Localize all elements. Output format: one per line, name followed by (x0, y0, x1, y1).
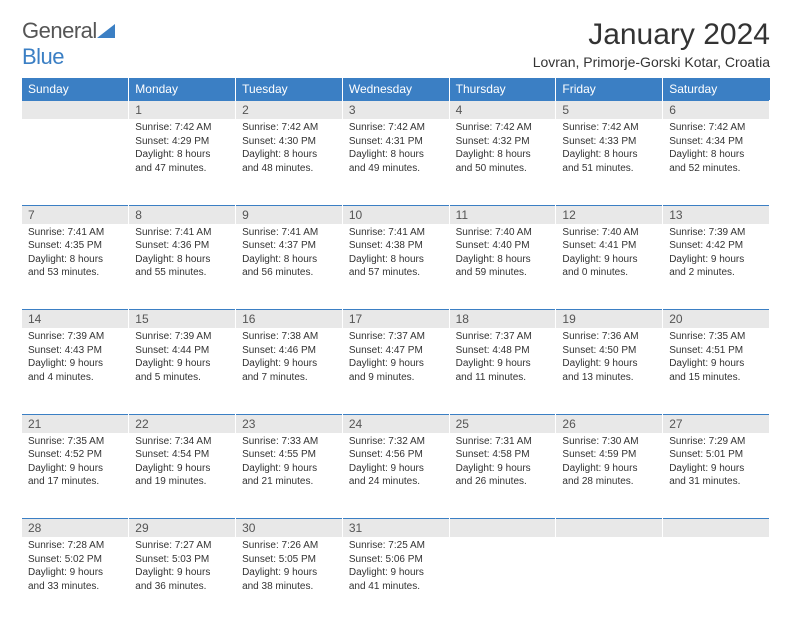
daynum-row: 28293031 (22, 519, 770, 538)
day-cell: Sunrise: 7:31 AMSunset: 4:58 PMDaylight:… (449, 433, 556, 519)
day-header: Wednesday (342, 78, 449, 101)
day-cell: Sunrise: 7:32 AMSunset: 4:56 PMDaylight:… (342, 433, 449, 519)
day-cell: Sunrise: 7:35 AMSunset: 4:51 PMDaylight:… (663, 328, 770, 414)
calendar-body: 123456 Sunrise: 7:42 AMSunset: 4:29 PMDa… (22, 101, 770, 623)
day-cell: Sunrise: 7:33 AMSunset: 4:55 PMDaylight:… (236, 433, 343, 519)
content-row: Sunrise: 7:42 AMSunset: 4:29 PMDaylight:… (22, 119, 770, 205)
day-cell: Sunrise: 7:37 AMSunset: 4:47 PMDaylight:… (342, 328, 449, 414)
day-cell (556, 537, 663, 623)
day-number: 29 (129, 519, 236, 538)
day-number: 6 (663, 101, 770, 120)
title-block: January 2024 Lovran, Primorje-Gorski Kot… (533, 18, 770, 70)
daynum-row: 21222324252627 (22, 414, 770, 433)
day-number: 27 (663, 414, 770, 433)
calendar-table: SundayMondayTuesdayWednesdayThursdayFrid… (22, 78, 770, 623)
day-number: 19 (556, 310, 663, 329)
day-number: 24 (342, 414, 449, 433)
day-cell: Sunrise: 7:39 AMSunset: 4:44 PMDaylight:… (129, 328, 236, 414)
day-cell: Sunrise: 7:36 AMSunset: 4:50 PMDaylight:… (556, 328, 663, 414)
day-number: 11 (449, 205, 556, 224)
day-number: 23 (236, 414, 343, 433)
day-cell: Sunrise: 7:29 AMSunset: 5:01 PMDaylight:… (663, 433, 770, 519)
day-cell: Sunrise: 7:30 AMSunset: 4:59 PMDaylight:… (556, 433, 663, 519)
day-cell: Sunrise: 7:38 AMSunset: 4:46 PMDaylight:… (236, 328, 343, 414)
day-cell: Sunrise: 7:25 AMSunset: 5:06 PMDaylight:… (342, 537, 449, 623)
daynum-row: 14151617181920 (22, 310, 770, 329)
day-cell: Sunrise: 7:42 AMSunset: 4:30 PMDaylight:… (236, 119, 343, 205)
day-cell: Sunrise: 7:35 AMSunset: 4:52 PMDaylight:… (22, 433, 129, 519)
day-cell: Sunrise: 7:40 AMSunset: 4:41 PMDaylight:… (556, 224, 663, 310)
month-title: January 2024 (533, 18, 770, 52)
day-cell: Sunrise: 7:26 AMSunset: 5:05 PMDaylight:… (236, 537, 343, 623)
content-row: Sunrise: 7:39 AMSunset: 4:43 PMDaylight:… (22, 328, 770, 414)
logo-part2: Blue (22, 44, 64, 69)
day-header-row: SundayMondayTuesdayWednesdayThursdayFrid… (22, 78, 770, 101)
day-number: 17 (342, 310, 449, 329)
daynum-row: 123456 (22, 101, 770, 120)
day-number: 8 (129, 205, 236, 224)
day-cell: Sunrise: 7:40 AMSunset: 4:40 PMDaylight:… (449, 224, 556, 310)
day-number: 21 (22, 414, 129, 433)
content-row: Sunrise: 7:41 AMSunset: 4:35 PMDaylight:… (22, 224, 770, 310)
day-number: 2 (236, 101, 343, 120)
day-number: 20 (663, 310, 770, 329)
day-number: 15 (129, 310, 236, 329)
day-cell: Sunrise: 7:42 AMSunset: 4:31 PMDaylight:… (342, 119, 449, 205)
day-cell: Sunrise: 7:34 AMSunset: 4:54 PMDaylight:… (129, 433, 236, 519)
logo-part1: General (22, 18, 97, 43)
day-number: 9 (236, 205, 343, 224)
location: Lovran, Primorje-Gorski Kotar, Croatia (533, 54, 770, 70)
logo-text: General Blue (22, 18, 115, 70)
day-cell: Sunrise: 7:42 AMSunset: 4:33 PMDaylight:… (556, 119, 663, 205)
day-cell: Sunrise: 7:39 AMSunset: 4:42 PMDaylight:… (663, 224, 770, 310)
day-header: Sunday (22, 78, 129, 101)
day-number: 4 (449, 101, 556, 120)
day-header: Tuesday (236, 78, 343, 101)
day-cell: Sunrise: 7:42 AMSunset: 4:34 PMDaylight:… (663, 119, 770, 205)
day-cell (22, 119, 129, 205)
day-cell (449, 537, 556, 623)
day-cell: Sunrise: 7:42 AMSunset: 4:32 PMDaylight:… (449, 119, 556, 205)
day-cell: Sunrise: 7:41 AMSunset: 4:37 PMDaylight:… (236, 224, 343, 310)
day-number: 31 (342, 519, 449, 538)
day-header: Monday (129, 78, 236, 101)
day-cell: Sunrise: 7:39 AMSunset: 4:43 PMDaylight:… (22, 328, 129, 414)
day-number: 12 (556, 205, 663, 224)
day-number (22, 101, 129, 120)
day-header: Thursday (449, 78, 556, 101)
day-cell: Sunrise: 7:37 AMSunset: 4:48 PMDaylight:… (449, 328, 556, 414)
content-row: Sunrise: 7:35 AMSunset: 4:52 PMDaylight:… (22, 433, 770, 519)
header: General Blue January 2024 Lovran, Primor… (22, 18, 770, 70)
day-number: 10 (342, 205, 449, 224)
logo: General Blue (22, 18, 115, 70)
day-number: 7 (22, 205, 129, 224)
day-cell: Sunrise: 7:41 AMSunset: 4:35 PMDaylight:… (22, 224, 129, 310)
day-cell: Sunrise: 7:28 AMSunset: 5:02 PMDaylight:… (22, 537, 129, 623)
day-cell: Sunrise: 7:41 AMSunset: 4:36 PMDaylight:… (129, 224, 236, 310)
logo-triangle-icon (97, 18, 115, 44)
day-number: 18 (449, 310, 556, 329)
day-cell: Sunrise: 7:42 AMSunset: 4:29 PMDaylight:… (129, 119, 236, 205)
day-number (663, 519, 770, 538)
content-row: Sunrise: 7:28 AMSunset: 5:02 PMDaylight:… (22, 537, 770, 623)
day-number (449, 519, 556, 538)
day-number: 3 (342, 101, 449, 120)
day-number: 26 (556, 414, 663, 433)
day-number: 5 (556, 101, 663, 120)
day-header: Friday (556, 78, 663, 101)
day-number: 30 (236, 519, 343, 538)
day-number: 25 (449, 414, 556, 433)
day-number: 22 (129, 414, 236, 433)
day-number: 14 (22, 310, 129, 329)
day-number: 16 (236, 310, 343, 329)
daynum-row: 78910111213 (22, 205, 770, 224)
day-number: 13 (663, 205, 770, 224)
day-number: 28 (22, 519, 129, 538)
day-header: Saturday (663, 78, 770, 101)
day-number: 1 (129, 101, 236, 120)
day-number (556, 519, 663, 538)
day-cell (663, 537, 770, 623)
day-cell: Sunrise: 7:41 AMSunset: 4:38 PMDaylight:… (342, 224, 449, 310)
day-cell: Sunrise: 7:27 AMSunset: 5:03 PMDaylight:… (129, 537, 236, 623)
